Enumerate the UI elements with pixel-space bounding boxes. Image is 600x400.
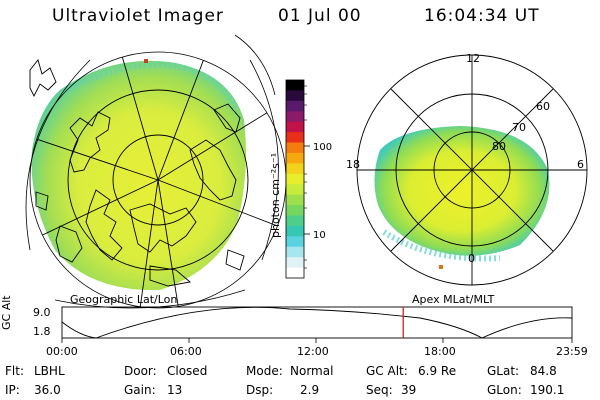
right-emission-region [374,126,550,256]
timeline-xtick-0000: 00:00 [46,345,78,358]
mode-value: Normal [290,364,334,378]
timeline-xtick-0600: 06:00 [170,345,202,358]
colorbar-step [286,152,304,164]
timeline-xtick-1800: 18:00 [424,345,456,358]
colorbar-step [286,111,304,123]
timeline-frame [61,306,573,339]
gain-value: 13 [167,383,183,397]
colorbar-step [286,163,304,175]
mlat-label-80: 80 [492,140,506,153]
colorbar-step [286,121,304,133]
colorbar-step [286,215,304,227]
colorbar-step [286,267,304,279]
colorbar-step [286,184,304,196]
filter-label: Flt: [5,364,24,378]
geographic-map [25,34,287,309]
geo-grid [30,52,286,308]
colorbar-step [286,194,304,206]
timeline-xtick-2359: 23:59 [556,345,588,358]
colorbar-step [286,173,304,185]
orbit-timeline [61,306,573,343]
glat-value: 84.8 [530,364,557,378]
colorbar-tick-10: 10 [313,230,326,241]
observation-time: 16:04:34 UT [424,6,540,26]
seq-label: Seq: [366,383,393,397]
colorbar-step [286,142,304,154]
ip-label: IP: [5,383,20,397]
seq-value: 39 [401,383,417,397]
mlt-label-12: 12 [466,52,480,65]
mlat-label-70: 70 [512,121,526,134]
polar-map: 12 18 6 0 60 70 80 [346,52,588,286]
timeline-ylabel: GC Alt [0,295,13,330]
glat-label: GLat: [487,364,520,378]
mlt-label-0: 0 [468,252,475,265]
geographic-caption: Geographic Lat/Lon [70,293,178,306]
colorbar-step [286,236,304,248]
colorbar-step [286,100,304,112]
mlat-label-60: 60 [536,100,550,113]
gain-label: Gain: [124,383,156,397]
gc-alt-value: 6.9 Re [418,364,457,378]
mode-label: Mode: [246,364,283,378]
colorbar-step [286,246,304,258]
colorbar-unit-label: photon cm⁻²s⁻¹ [269,153,282,238]
apex-caption: Apex MLat/MLT [412,293,495,306]
left-emission-region [31,60,246,291]
colorbar: 100 10 photon cm⁻²s⁻¹ [269,79,332,279]
dsp-label: Dsp: [246,383,274,397]
ip-value: 36.0 [34,383,61,397]
subsatellite-marker [144,59,148,63]
colorbar-step [286,80,304,92]
door-label: Door: [124,364,157,378]
colorbar-step [286,257,304,269]
filter-value: LBHL [34,364,65,378]
altitude-curve [61,306,573,339]
timeline-xtick-1200: 12:00 [297,345,329,358]
mlt-label-6: 6 [577,158,584,171]
instrument-title: Ultraviolet Imager [52,6,224,26]
mlt-label-18: 18 [346,158,360,171]
timeline-ytick-low: 1.8 [33,325,51,338]
timeline-ytick-high: 9.0 [33,306,51,319]
door-value: Closed [167,364,208,378]
gc-alt-label: GC Alt: [366,364,408,378]
colorbar-step [286,132,304,144]
colorbar-tick-100: 100 [313,142,332,153]
colorbar-step [286,225,304,237]
coastlines [29,59,245,287]
polar-grid [356,54,588,286]
colorbar-frame [285,79,305,279]
glon-value: 190.1 [530,383,565,397]
polar-sun-marker [439,265,443,269]
observation-date: 01 Jul 00 [278,6,362,26]
dsp-value: 2.9 [300,383,320,397]
left-emission-speckle [62,62,239,112]
colorbar-step [286,90,304,102]
colorbar-scale [286,80,304,279]
glon-label: GLon: [487,383,522,397]
colorbar-step [286,205,304,217]
right-emission-speckle [382,229,501,262]
